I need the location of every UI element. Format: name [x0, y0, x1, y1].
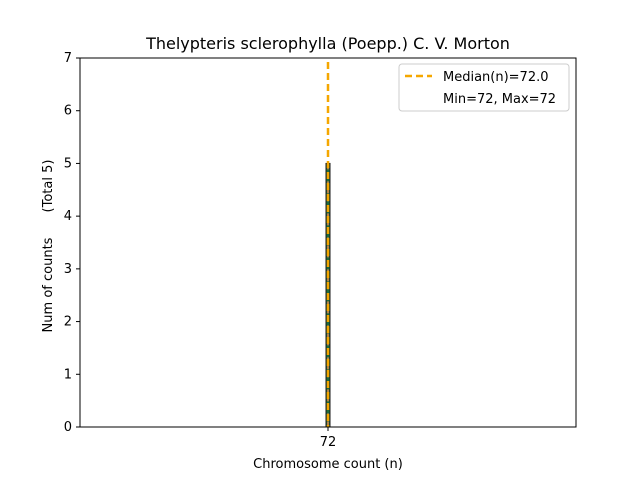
- y-tick-label: 6: [64, 104, 72, 119]
- y-tick-label: 2: [64, 315, 72, 330]
- y-tick-label: 5: [64, 156, 72, 171]
- y-tick-label: 0: [64, 420, 72, 435]
- legend-median-label: Median(n)=72.0: [443, 70, 549, 85]
- y-axis-label: Num of counts: [41, 237, 56, 332]
- legend: Median(n)=72.0 Min=72, Max=72: [398, 63, 570, 112]
- chart-title: Thelypteris sclerophylla (Poepp.) C. V. …: [145, 34, 510, 53]
- plot-area: 0 1 2 3 4 5 6 7 72: [64, 51, 577, 450]
- y-tick-label: 3: [64, 262, 72, 277]
- y-tick-label: 1: [64, 367, 72, 382]
- x-tick-label: 72: [320, 435, 337, 450]
- y-tick-label: 7: [64, 51, 72, 66]
- x-axis-label: Chromosome count (n): [253, 457, 403, 472]
- legend-range-label: Min=72, Max=72: [443, 92, 556, 107]
- legend-frame: [398, 63, 570, 112]
- y-axis-total-label: (Total 5): [41, 160, 56, 213]
- y-tick-label: 4: [64, 209, 72, 224]
